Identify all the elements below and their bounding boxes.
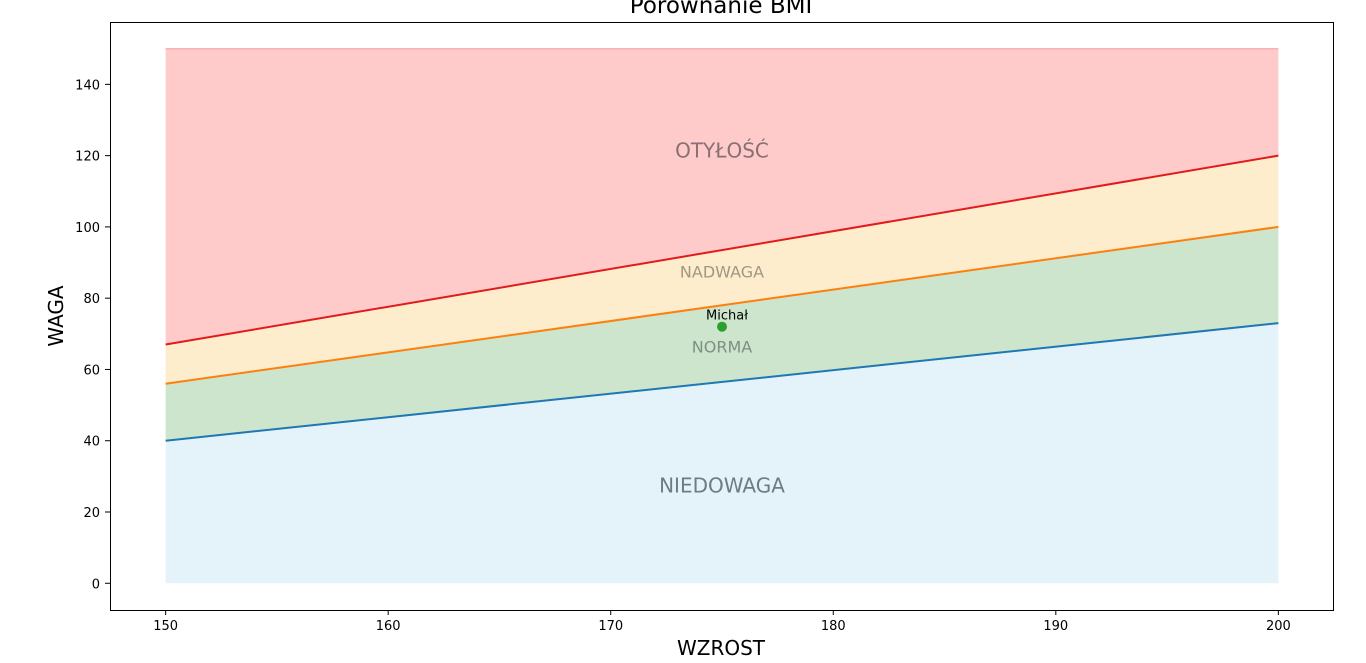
plot-area: NIEDOWAGA NORMA NADWAGA OTYŁOŚĆ Michał [165,47,1279,584]
y-tick-label: 40 [83,435,100,450]
zone-label-3: OTYŁOŚĆ [675,139,769,163]
y-tick-label: 120 [75,150,100,165]
series-line-0 [165,322,1279,442]
y-axis: 0 20 40 60 80 100 120 140 [75,78,110,592]
zone-fill-0 [165,323,1279,584]
zone-label-2: NADWAGA [680,263,764,282]
y-tick-label: 20 [83,506,100,521]
data-point-0 [717,321,727,332]
x-tick-label: 160 [376,619,401,634]
x-axis-label: WZROST [677,636,766,660]
x-tick-label: 180 [821,619,846,634]
x-axis: 150 160 170 180 190 200 [153,610,1291,634]
zone-label-0: NIEDOWAGA [659,474,785,498]
y-tick-label: 80 [83,292,100,307]
y-axis-label: WAGA [44,285,68,347]
x-tick-label: 170 [598,619,623,634]
x-tick-label: 200 [1266,619,1291,634]
zone-label-1: NORMA [692,338,752,357]
zone-fill-2 [165,155,1279,384]
series-line-2 [165,154,1279,346]
series-line-1 [165,225,1279,385]
zone-fill-3 [165,48,1279,345]
data-point-label-0: Michał [706,309,748,324]
y-tick-label: 140 [75,78,100,93]
plot-frame [110,22,1334,611]
zone-fill-1 [165,226,1279,441]
y-tick-label: 60 [83,363,100,378]
y-tick-label: 100 [75,221,100,236]
y-tick-label: 0 [92,577,100,592]
x-tick-label: 190 [1043,619,1068,634]
chart-title: Porównanie BMI [630,0,812,19]
x-tick-label: 150 [153,619,178,634]
